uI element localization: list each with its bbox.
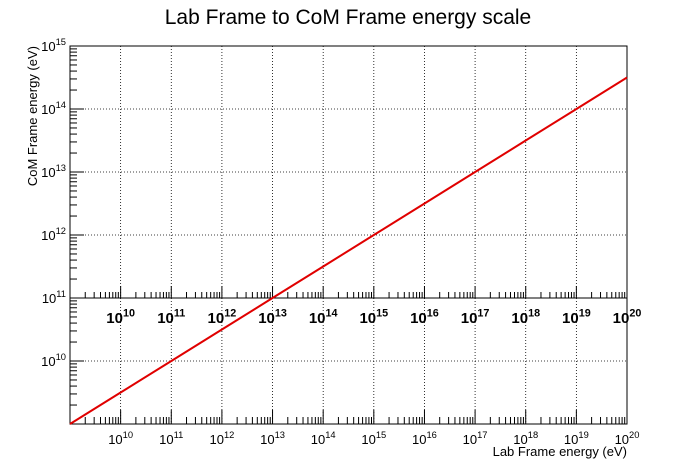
plot-frame xyxy=(69,45,628,425)
y-tick-label: 1012 xyxy=(41,226,66,243)
overlay-tick-label: 1015 xyxy=(359,307,388,327)
overlay-tick-label: 1018 xyxy=(511,307,540,327)
overlay-tick-label: 1019 xyxy=(562,307,591,327)
x-tick-label: 1019 xyxy=(564,430,589,447)
y-tick-label: 1011 xyxy=(42,289,66,306)
x-axis-title: Lab Frame energy (eV) xyxy=(493,444,627,459)
y-tick-label: 1010 xyxy=(41,352,66,369)
x-tick-label: 1015 xyxy=(361,430,386,447)
overlay-tick-label: 1016 xyxy=(410,307,439,327)
overlay-tick-label: 1010 xyxy=(106,307,135,327)
x-tick-label: 1012 xyxy=(209,430,234,447)
chart-title: Lab Frame to CoM Frame energy scale xyxy=(164,6,532,29)
x-tick-label: 1013 xyxy=(260,430,285,447)
y-axis-title: CoM Frame energy (eV) xyxy=(25,46,40,186)
overlay-tick-label: 1012 xyxy=(208,307,237,327)
series-line xyxy=(69,76,628,425)
y-tick-label: 1015 xyxy=(41,37,66,54)
overlay-tick-label: 1013 xyxy=(258,307,287,327)
y-tick-label: 1014 xyxy=(41,100,66,117)
x-tick-label: 1018 xyxy=(513,430,538,447)
overlay-tick-label: 1020 xyxy=(613,307,642,327)
x-tick-label: 1020 xyxy=(615,430,640,447)
x-tick-label: 1016 xyxy=(412,430,437,447)
x-tick-label: 1017 xyxy=(463,430,488,447)
x-tick-label: 1011 xyxy=(159,430,183,447)
x-tick-label: 1010 xyxy=(108,430,133,447)
overlay-tick-label: 1017 xyxy=(461,307,490,327)
overlay-tick-label: 1011 xyxy=(157,307,185,327)
y-tick-label: 1013 xyxy=(41,163,66,180)
x-tick-label: 1014 xyxy=(311,430,336,447)
overlay-tick-label: 1014 xyxy=(309,307,338,327)
